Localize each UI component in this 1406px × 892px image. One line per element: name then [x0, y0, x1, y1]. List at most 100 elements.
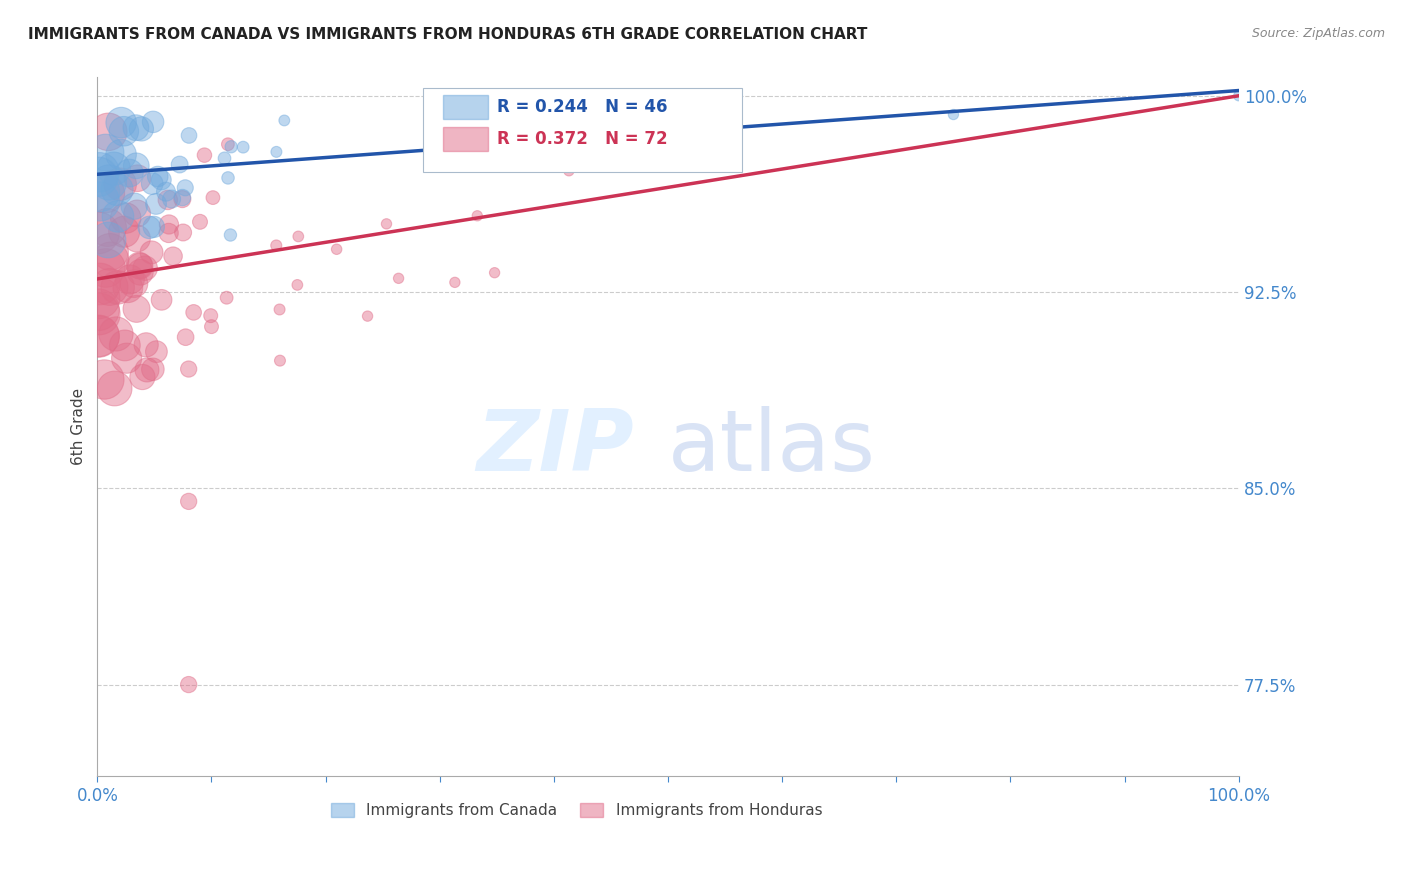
Point — [596, 92, 619, 106]
Point — [201, 191, 224, 205]
Point — [138, 220, 160, 235]
Point — [232, 140, 254, 154]
Point — [444, 276, 467, 290]
Point — [135, 338, 157, 352]
Point — [157, 226, 180, 240]
Point — [87, 291, 110, 305]
Point — [150, 173, 173, 187]
Point — [103, 161, 125, 176]
Point — [145, 197, 167, 211]
Point — [134, 261, 156, 276]
Point — [155, 185, 177, 199]
Point — [112, 225, 135, 239]
Point — [465, 123, 488, 137]
Point — [125, 120, 148, 135]
Point — [215, 291, 238, 305]
Point — [110, 147, 132, 161]
Point — [193, 148, 215, 162]
Point — [87, 169, 110, 184]
Point — [98, 280, 121, 294]
Point — [1227, 88, 1250, 103]
FancyBboxPatch shape — [443, 127, 488, 151]
Text: R = 0.372   N = 72: R = 0.372 N = 72 — [496, 130, 668, 148]
Point — [174, 330, 197, 344]
Point — [87, 302, 110, 317]
Point — [484, 266, 506, 280]
Point — [172, 192, 194, 206]
Point — [200, 319, 222, 334]
FancyBboxPatch shape — [443, 95, 488, 119]
Point — [87, 226, 110, 240]
Point — [94, 186, 117, 201]
Point — [104, 382, 127, 396]
Point — [266, 145, 288, 159]
Point — [188, 215, 211, 229]
Point — [325, 242, 347, 256]
Point — [273, 113, 295, 128]
Point — [114, 211, 136, 225]
Point — [105, 326, 128, 341]
Point — [169, 157, 191, 171]
Point — [98, 244, 121, 259]
Point — [87, 329, 110, 343]
Point — [465, 209, 488, 223]
Point — [131, 370, 153, 384]
Point — [105, 182, 128, 196]
Point — [177, 494, 200, 508]
Point — [128, 259, 150, 273]
Point — [112, 124, 135, 138]
Point — [107, 210, 129, 224]
Point — [97, 233, 120, 247]
Point — [217, 137, 239, 152]
FancyBboxPatch shape — [423, 88, 742, 172]
Point — [107, 280, 129, 294]
Point — [129, 265, 152, 279]
Point — [87, 328, 110, 343]
Point — [115, 351, 138, 366]
Point — [269, 302, 291, 317]
Point — [89, 307, 111, 321]
Point — [492, 120, 515, 135]
Point — [114, 338, 136, 352]
Point — [94, 260, 117, 275]
Point — [131, 121, 153, 136]
Point — [127, 206, 149, 220]
Point — [217, 170, 239, 185]
Point — [94, 145, 117, 160]
Point — [136, 363, 159, 377]
Text: IMMIGRANTS FROM CANADA VS IMMIGRANTS FROM HONDURAS 6TH GRADE CORRELATION CHART: IMMIGRANTS FROM CANADA VS IMMIGRANTS FRO… — [28, 27, 868, 42]
Point — [219, 140, 242, 154]
Point — [141, 177, 163, 191]
Point — [122, 277, 145, 291]
Text: R = 0.244   N = 46: R = 0.244 N = 46 — [496, 98, 668, 116]
Point — [108, 178, 131, 192]
Point — [387, 271, 409, 285]
Point — [568, 104, 591, 119]
Point — [150, 293, 173, 307]
Point — [118, 272, 141, 286]
Text: Source: ZipAtlas.com: Source: ZipAtlas.com — [1251, 27, 1385, 40]
Point — [264, 238, 287, 252]
Point — [174, 181, 197, 195]
Point — [287, 229, 309, 244]
Point — [96, 220, 118, 235]
Point — [219, 227, 242, 242]
Point — [177, 677, 200, 691]
Text: atlas: atlas — [668, 406, 876, 490]
Point — [177, 128, 200, 143]
Point — [162, 249, 184, 263]
Point — [526, 145, 548, 159]
Point — [117, 281, 139, 295]
Point — [558, 163, 581, 178]
Point — [145, 344, 167, 359]
Point — [125, 159, 148, 173]
Point — [122, 199, 145, 213]
Point — [89, 185, 111, 199]
Point — [157, 218, 180, 232]
Point — [142, 219, 165, 234]
Point — [375, 217, 398, 231]
Point — [146, 169, 169, 184]
Point — [142, 362, 165, 376]
Point — [200, 309, 222, 323]
Legend: Immigrants from Canada, Immigrants from Honduras: Immigrants from Canada, Immigrants from … — [325, 797, 828, 824]
